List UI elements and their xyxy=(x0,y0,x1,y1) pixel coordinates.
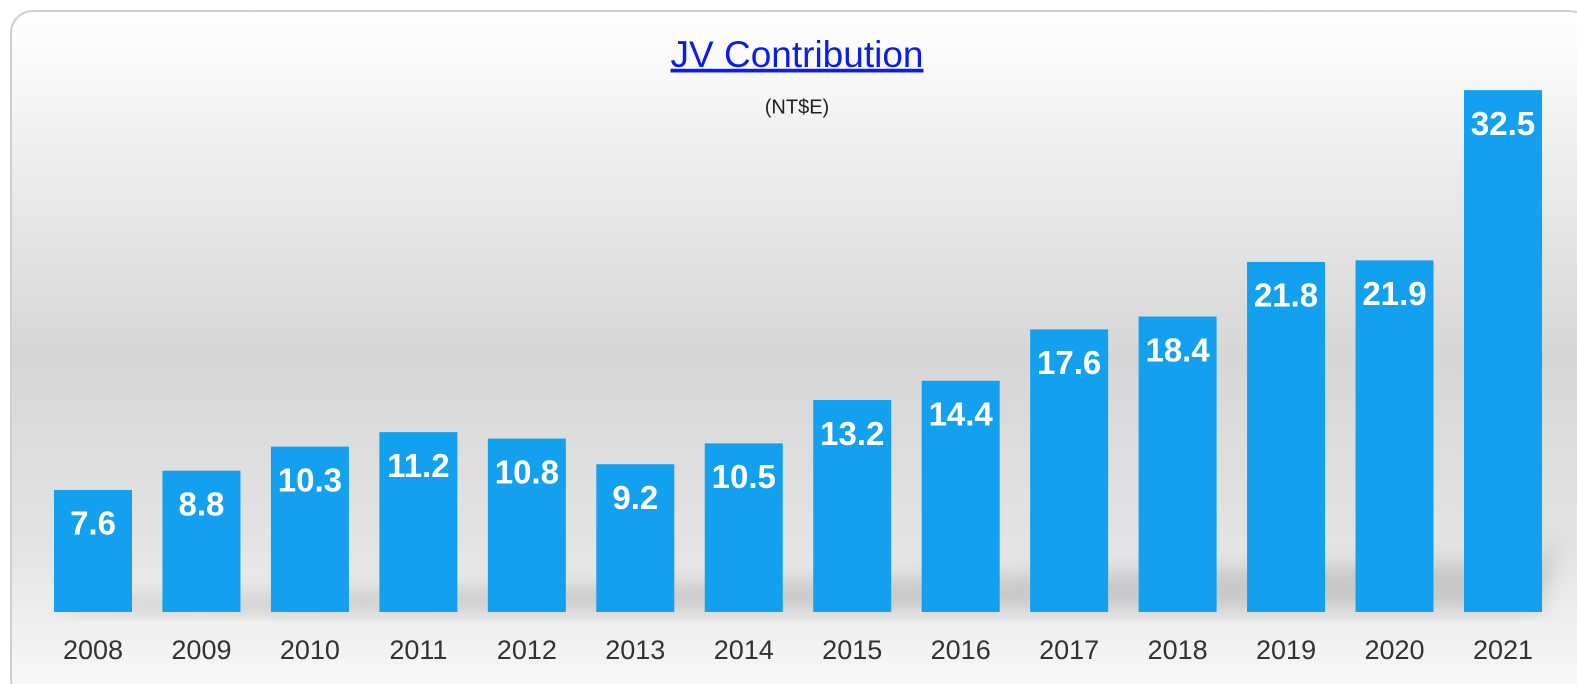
bar xyxy=(1030,329,1109,612)
value-label: 7.6 xyxy=(70,505,116,542)
bar xyxy=(1247,261,1326,612)
value-label: 10.3 xyxy=(278,461,342,498)
chart-title[interactable]: JV Contribution xyxy=(671,34,924,75)
x-tick-label: 2020 xyxy=(1364,635,1424,665)
x-tick-label: 2008 xyxy=(63,635,123,665)
bar xyxy=(487,438,566,612)
value-label: 11.2 xyxy=(387,447,449,484)
x-tick-label: 2014 xyxy=(714,635,774,665)
bar xyxy=(54,489,132,612)
x-tick-label: 2013 xyxy=(605,635,665,665)
x-tick-label: 2018 xyxy=(1148,635,1208,665)
value-label: 18.4 xyxy=(1145,331,1210,368)
x-tick-label: 2012 xyxy=(497,635,557,665)
bar xyxy=(162,470,241,612)
x-tick-label: 2021 xyxy=(1473,635,1533,665)
value-label: 17.6 xyxy=(1037,344,1101,381)
value-label: 8.8 xyxy=(179,485,225,522)
value-label: 32.5 xyxy=(1471,105,1535,142)
x-tick-label: 2016 xyxy=(931,635,991,665)
bar xyxy=(1355,260,1434,612)
value-label: 14.4 xyxy=(929,395,994,432)
bar xyxy=(1138,316,1217,612)
bar xyxy=(1463,90,1542,612)
bar xyxy=(596,464,675,612)
value-label: 9.2 xyxy=(612,479,658,516)
x-tick-label: 2017 xyxy=(1039,635,1099,665)
bar xyxy=(270,446,349,612)
bar xyxy=(921,380,1000,612)
bar xyxy=(704,443,783,612)
x-tick-label: 2015 xyxy=(822,635,882,665)
value-label: 21.9 xyxy=(1362,275,1426,312)
value-label: 10.8 xyxy=(495,453,559,490)
value-label: 21.8 xyxy=(1254,277,1318,314)
chart-subtitle: (NT$E) xyxy=(765,96,829,118)
x-tick-label: 2010 xyxy=(280,635,340,665)
value-label: 10.5 xyxy=(712,458,776,495)
bar xyxy=(813,400,892,612)
value-label: 13.2 xyxy=(820,415,884,452)
x-tick-label: 2019 xyxy=(1256,635,1316,665)
bar xyxy=(379,432,458,612)
x-tick-label: 2009 xyxy=(171,635,231,665)
x-tick-label: 2011 xyxy=(389,635,447,665)
